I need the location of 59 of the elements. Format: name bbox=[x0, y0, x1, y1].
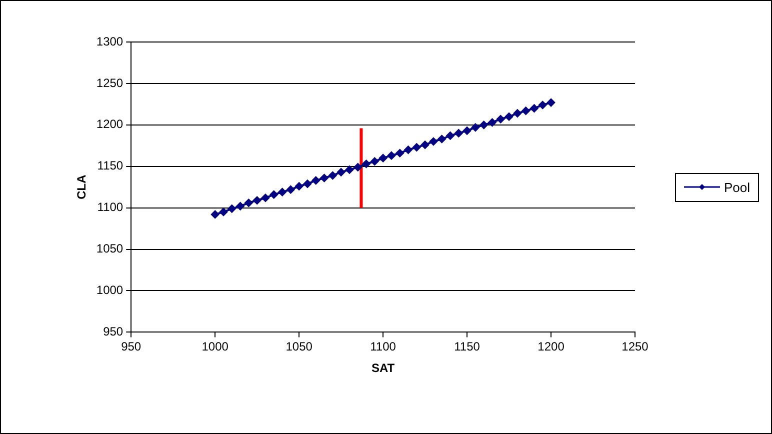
y-tick-label: 1050 bbox=[96, 242, 124, 256]
point bbox=[480, 120, 488, 129]
point bbox=[286, 186, 295, 194]
point bbox=[379, 154, 388, 162]
point bbox=[211, 210, 220, 218]
point bbox=[295, 182, 304, 190]
point bbox=[354, 163, 362, 172]
y-tick-label: 1300 bbox=[96, 34, 124, 48]
point bbox=[370, 157, 379, 166]
y-tick-label: 1200 bbox=[96, 117, 124, 132]
point bbox=[362, 160, 370, 168]
point bbox=[219, 208, 228, 216]
y-tick-label: 1000 bbox=[96, 283, 124, 298]
point bbox=[303, 180, 312, 188]
point bbox=[328, 171, 337, 180]
point bbox=[244, 198, 253, 207]
point bbox=[278, 188, 286, 196]
point bbox=[488, 118, 496, 126]
point bbox=[438, 135, 446, 144]
point bbox=[312, 176, 320, 184]
point bbox=[337, 168, 346, 176]
point bbox=[538, 101, 547, 110]
point bbox=[446, 132, 454, 140]
point bbox=[320, 174, 328, 182]
point bbox=[547, 98, 556, 107]
point bbox=[421, 140, 430, 149]
x-axis-title: SAT bbox=[371, 361, 396, 376]
x-tick-label: 1250 bbox=[622, 340, 649, 354]
y-tick-label: 1150 bbox=[97, 158, 124, 173]
x-tick-label: 1150 bbox=[454, 340, 480, 354]
legend-label: Pool bbox=[724, 180, 750, 195]
x-tick-label: 1000 bbox=[202, 340, 229, 354]
point bbox=[530, 104, 538, 112]
point bbox=[471, 123, 480, 132]
point bbox=[261, 194, 270, 202]
x-tick-label: 1100 bbox=[370, 340, 396, 354]
point bbox=[505, 112, 514, 121]
point bbox=[454, 129, 463, 138]
y-tick-label: 1250 bbox=[96, 76, 124, 90]
y-tick-label: 1100 bbox=[97, 200, 124, 214]
y-axis-title: CLA bbox=[74, 174, 89, 200]
point bbox=[463, 126, 472, 135]
point bbox=[429, 137, 438, 146]
x-tick-label: 1050 bbox=[286, 340, 313, 354]
y-tick-label: 950 bbox=[103, 324, 124, 339]
point bbox=[228, 204, 236, 213]
x-tick-label: 950 bbox=[121, 340, 142, 354]
point bbox=[396, 149, 404, 158]
point bbox=[270, 190, 278, 199]
point bbox=[496, 115, 505, 124]
point bbox=[513, 109, 522, 118]
point bbox=[236, 202, 244, 210]
point bbox=[404, 146, 412, 154]
point bbox=[412, 143, 421, 152]
point bbox=[387, 152, 396, 160]
point bbox=[522, 106, 530, 115]
point bbox=[253, 196, 262, 204]
point bbox=[345, 166, 354, 174]
x-tick-label: 1200 bbox=[538, 340, 565, 354]
